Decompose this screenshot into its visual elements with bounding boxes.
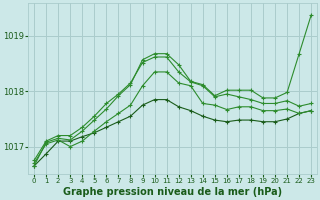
X-axis label: Graphe pression niveau de la mer (hPa): Graphe pression niveau de la mer (hPa) [63, 187, 282, 197]
